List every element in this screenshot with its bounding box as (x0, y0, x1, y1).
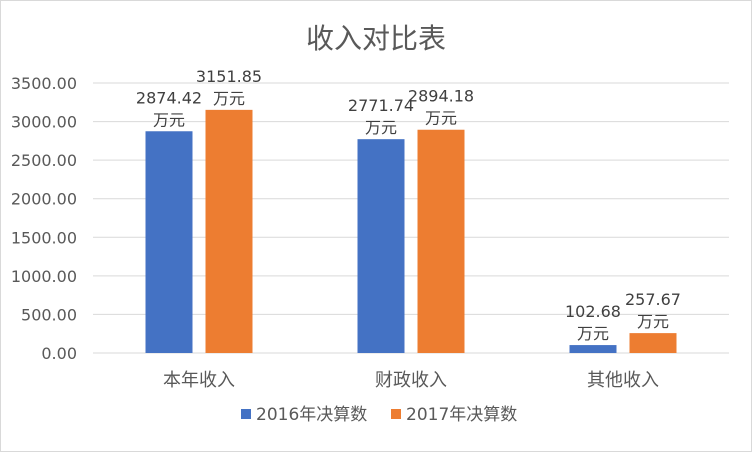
y-tick-label: 3500.00 (11, 74, 77, 93)
data-label-unit: 万元 (365, 118, 397, 137)
x-category-label: 其他收入 (587, 370, 659, 391)
data-label-value: 2874.42 (136, 88, 202, 107)
y-tick-label: 2500.00 (11, 151, 77, 170)
x-axis: 本年收入 财政收入 其他收入 (163, 370, 659, 391)
y-tick-label: 500.00 (21, 305, 77, 324)
data-label-value: 257.67 (625, 290, 681, 309)
bar (417, 129, 465, 353)
y-axis: 0.00 500.00 1000.00 1500.00 2000.00 2500.00 30… (11, 74, 77, 363)
bar (205, 109, 253, 353)
chart-title: 收入对比表 (306, 22, 446, 55)
legend-swatch (241, 409, 251, 419)
y-tick-label: 0.00 (41, 344, 77, 363)
data-label-unit: 万元 (637, 312, 669, 331)
legend-label: 2016年决算数 (256, 405, 367, 425)
data-label-value: 102.68 (565, 302, 621, 321)
data-label-unit: 万元 (425, 109, 457, 128)
data-label-unit: 万元 (213, 89, 245, 108)
legend-swatch (391, 409, 401, 419)
bars (145, 109, 677, 353)
data-label-unit: 万元 (577, 324, 609, 343)
y-tick-label: 2000.00 (11, 190, 77, 209)
bar (569, 345, 617, 353)
y-tick-label: 1000.00 (11, 267, 77, 286)
y-tick-label: 3000.00 (11, 113, 77, 132)
legend: 2016年决算数 2017年决算数 (241, 405, 517, 425)
x-category-label: 本年收入 (163, 370, 235, 391)
data-label-value: 3151.85 (196, 67, 262, 86)
data-labels: 2874.42 万元 3151.85 万元 2771.74 万元 2894.18 万元 102.… (136, 67, 681, 343)
y-tick-label: 1500.00 (11, 228, 77, 247)
gridlines (93, 82, 729, 354)
bar (357, 139, 405, 353)
bar (629, 333, 677, 353)
data-label-value: 2771.74 (348, 96, 414, 115)
x-category-label: 财政收入 (375, 370, 447, 391)
bar (145, 131, 193, 353)
data-label-value: 2894.18 (408, 87, 474, 106)
legend-label: 2017年决算数 (406, 405, 517, 425)
data-label-unit: 万元 (153, 110, 185, 129)
